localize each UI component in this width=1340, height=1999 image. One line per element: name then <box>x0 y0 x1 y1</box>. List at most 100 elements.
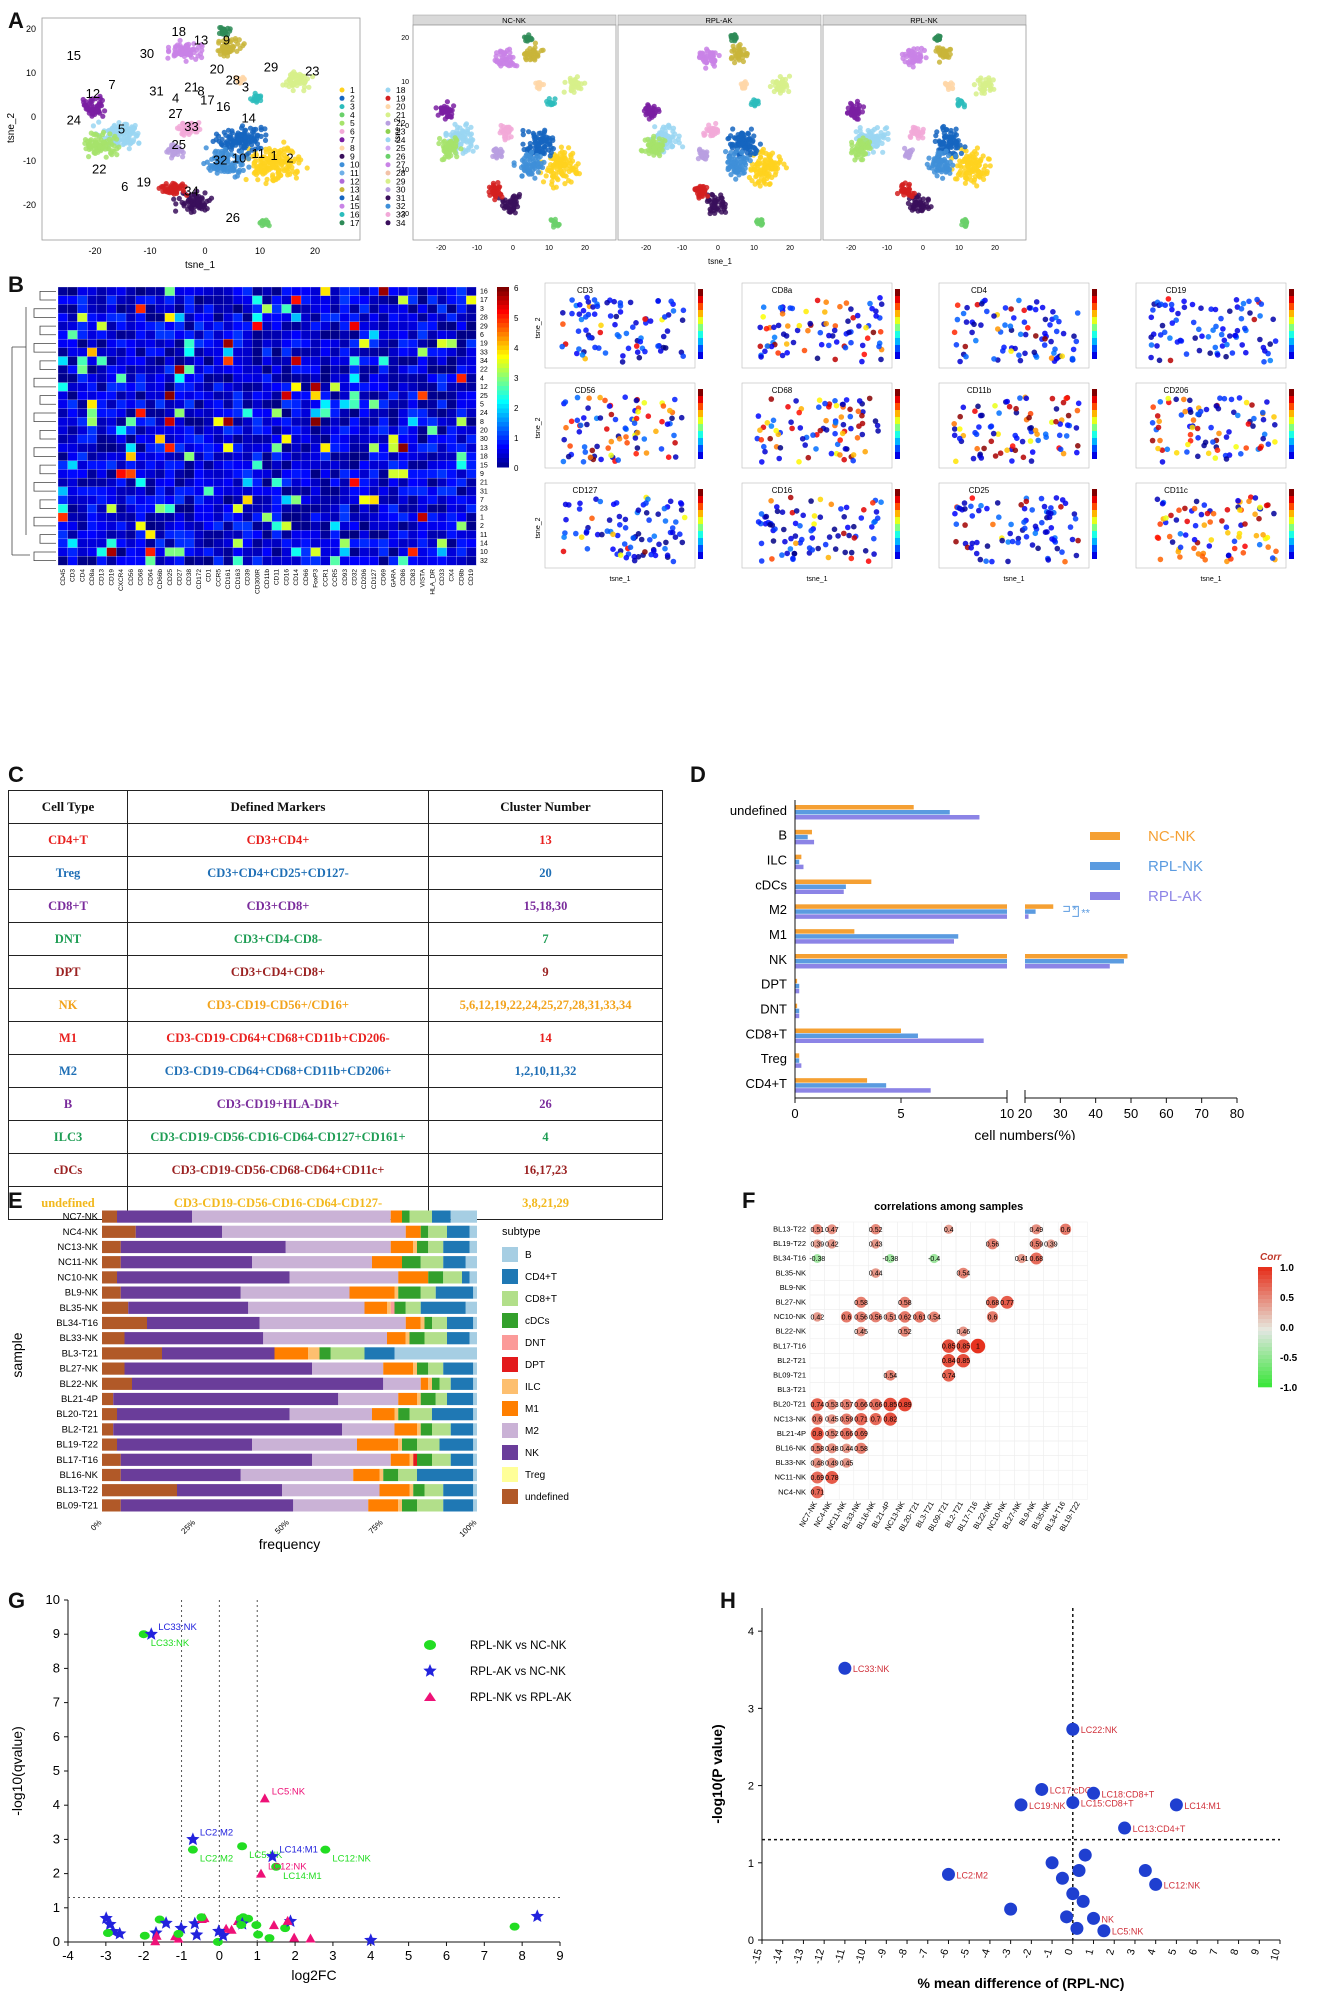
colorbar-segment <box>497 323 509 328</box>
heatmap-row-label: 12 <box>480 384 488 391</box>
tsne-point <box>437 135 443 142</box>
heatmap-cell <box>300 417 312 427</box>
heatmap-cell <box>320 295 331 305</box>
heatmap-cell <box>193 486 205 496</box>
tsne-point <box>116 120 122 126</box>
heatmap-cell <box>261 304 273 314</box>
feature-title: CD3 <box>577 286 594 295</box>
heatmap-cell <box>96 356 108 366</box>
tsne-point <box>238 149 244 155</box>
heatmap-cell <box>57 321 69 331</box>
heatmap-cell <box>271 295 283 305</box>
tsne-point <box>962 180 969 186</box>
heatmap-cell <box>242 486 253 496</box>
heatmap-cell <box>57 486 69 496</box>
heatmap-cell <box>330 530 341 540</box>
tsne-point <box>452 121 458 127</box>
cluster-number-label: 30 <box>140 46 154 61</box>
heatmap-marker-label: CD86 <box>400 569 407 586</box>
heatmap-cell <box>359 373 370 384</box>
heatmap-cell <box>203 547 214 557</box>
heatmap-cell <box>155 417 166 427</box>
heatmap-cell <box>359 530 370 540</box>
heatmap-cell <box>184 295 195 305</box>
tsne-point <box>169 155 175 161</box>
colorbar-segment <box>497 413 509 418</box>
tsne-point <box>520 141 526 147</box>
heatmap-cell <box>407 382 419 392</box>
tsne-point <box>711 204 717 210</box>
heatmap-cell <box>135 330 146 340</box>
heatmap-cell <box>193 312 205 323</box>
heatmap-cell <box>67 460 78 470</box>
tsne-point <box>926 155 932 161</box>
tsne-point <box>96 119 102 125</box>
heatmap-cell <box>300 408 312 418</box>
heatmap-cell <box>116 504 127 514</box>
tsne-point <box>236 37 242 43</box>
heatmap-cell <box>339 295 351 305</box>
heatmap-cell <box>232 547 244 557</box>
heatmap-cell <box>213 556 224 566</box>
heatmap-cell <box>87 330 98 340</box>
tsne-point <box>551 100 558 106</box>
heatmap-cell <box>456 443 467 453</box>
heatmap-cell <box>368 304 380 314</box>
heatmap-cell <box>125 304 137 314</box>
tsne-point <box>127 139 133 145</box>
heatmap-cell <box>271 512 283 523</box>
heatmap-marker-label: CD39 <box>245 569 252 586</box>
heatmap-cell <box>96 338 108 349</box>
heatmap-cell <box>203 312 214 323</box>
tsne-point <box>280 166 286 172</box>
heatmap-cell <box>242 356 253 366</box>
tsne-point <box>107 131 113 137</box>
heatmap-cell <box>77 504 88 514</box>
heatmap-cell <box>466 451 477 462</box>
heatmap-cell <box>388 373 399 384</box>
tsne-point <box>255 132 261 138</box>
heatmap-cell <box>339 538 351 549</box>
heatmap-cell <box>261 547 273 557</box>
tsne-point <box>80 96 86 103</box>
cluster-number-label: 21 <box>184 79 198 94</box>
heatmap-cell <box>106 408 117 418</box>
heatmap-cell <box>96 469 108 479</box>
heatmap-cell <box>349 365 360 375</box>
heatmap-cell <box>398 365 409 375</box>
heatmap-cell <box>67 312 78 323</box>
tsne-point <box>736 141 742 147</box>
heatmap-cell <box>300 373 312 384</box>
heatmap-cell <box>203 408 214 418</box>
tsne-point <box>238 132 244 138</box>
tsne-point <box>511 162 517 168</box>
heatmap-cell <box>261 486 273 496</box>
tsne-point <box>171 182 177 189</box>
tsne-point <box>263 132 269 138</box>
heatmap-cell <box>427 286 438 297</box>
tsne-point <box>550 146 557 152</box>
heatmap-cell <box>125 382 137 392</box>
heatmap-cell <box>135 460 146 470</box>
heatmap-cell <box>193 382 205 392</box>
heatmap-cell <box>77 469 88 479</box>
heatmap-cell <box>446 547 457 557</box>
heatmap-cell <box>193 556 205 566</box>
heatmap-cell <box>106 486 117 496</box>
tsne-point <box>474 144 480 150</box>
tsne-point <box>902 59 908 65</box>
tsne-point <box>653 150 660 156</box>
heatmap-cell <box>252 330 263 340</box>
heatmap-cell <box>193 399 205 410</box>
legend-label: 11 <box>350 168 359 178</box>
heatmap-cell <box>436 556 448 566</box>
heatmap-cell <box>407 347 419 357</box>
heatmap-cell <box>174 391 185 401</box>
heatmap-cell <box>349 521 360 531</box>
heatmap-cell <box>184 304 195 314</box>
heatmap-cell <box>164 408 176 418</box>
heatmap-cell <box>398 556 409 566</box>
heatmap-cell <box>261 295 273 305</box>
heatmap-cell <box>213 399 224 410</box>
panel-label-b: B <box>8 272 24 297</box>
